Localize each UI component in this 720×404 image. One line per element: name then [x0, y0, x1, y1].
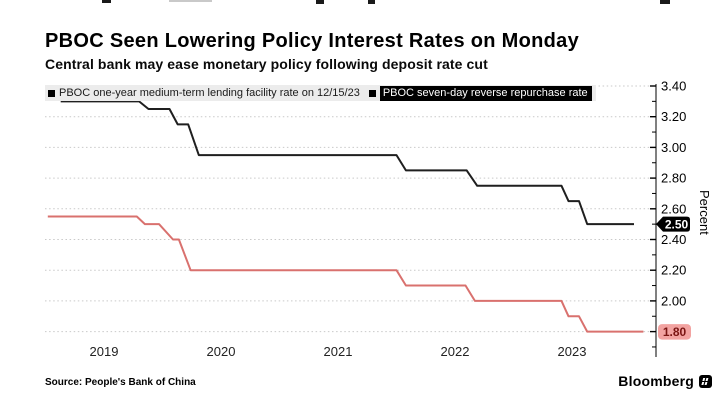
legend-label: PBOC one-year medium-term lending facili…: [59, 87, 360, 99]
y-axis-tick-label: 3.20: [661, 109, 686, 124]
chart-subtitle: Central bank may ease monetary policy fo…: [45, 56, 488, 72]
clipped-text-fragment: [169, 0, 212, 2]
last-value-badge-repo: [658, 324, 691, 340]
chart-legend: PBOC one-year medium-term lending facili…: [45, 85, 596, 101]
bloomberg-logo-icon: [699, 374, 712, 388]
x-axis-label: 2019: [90, 344, 119, 359]
y-axis-tick-label: 2.20: [661, 263, 686, 278]
series-line: [47, 215, 644, 333]
y-axis-tick-label: 2.60: [661, 201, 686, 216]
source-attribution: Source: People's Bank of China: [45, 377, 196, 388]
legend-item-mlf-rate[interactable]: PBOC one-year medium-term lending facili…: [48, 87, 360, 99]
legend-item-reverse-repo-rate[interactable]: PBOC seven-day reverse repurchase rate: [368, 85, 592, 101]
series-line: [60, 100, 634, 226]
y-axis-tick-label: 2.40: [661, 232, 686, 247]
clipped-text-fragment: [102, 0, 111, 3]
x-axis-label: 2021: [324, 344, 353, 359]
clipped-text-fragment: [368, 0, 375, 4]
y-axis-tick-label: 3.40: [661, 79, 686, 94]
series-marker-icon: [48, 89, 55, 97]
last-value-badge-mlf: [656, 216, 690, 232]
series-marker-icon: [368, 89, 376, 97]
last-value-label: 1.80: [663, 325, 687, 339]
clipped-text-fragment: [660, 0, 670, 4]
y-axis-title: Percent: [697, 190, 712, 235]
bloomberg-wordmark: Bloomberg: [618, 373, 694, 389]
clipped-text-fragment: [316, 0, 324, 4]
y-axis-tick-label: 2.80: [661, 171, 686, 186]
x-axis-label: 2020: [207, 344, 236, 359]
y-axis-tick-label: 3.00: [661, 140, 686, 155]
chart-title: PBOC Seen Lowering Policy Interest Rates…: [45, 30, 579, 52]
y-axis-tick-label: 2.00: [661, 293, 686, 308]
bloomberg-branding: Bloomberg: [618, 373, 712, 389]
x-axis-label: 2022: [441, 344, 470, 359]
legend-label: PBOC seven-day reverse repurchase rate: [379, 85, 592, 101]
last-value-label: 2.50: [665, 218, 689, 232]
x-axis-label: 2023: [558, 344, 587, 359]
